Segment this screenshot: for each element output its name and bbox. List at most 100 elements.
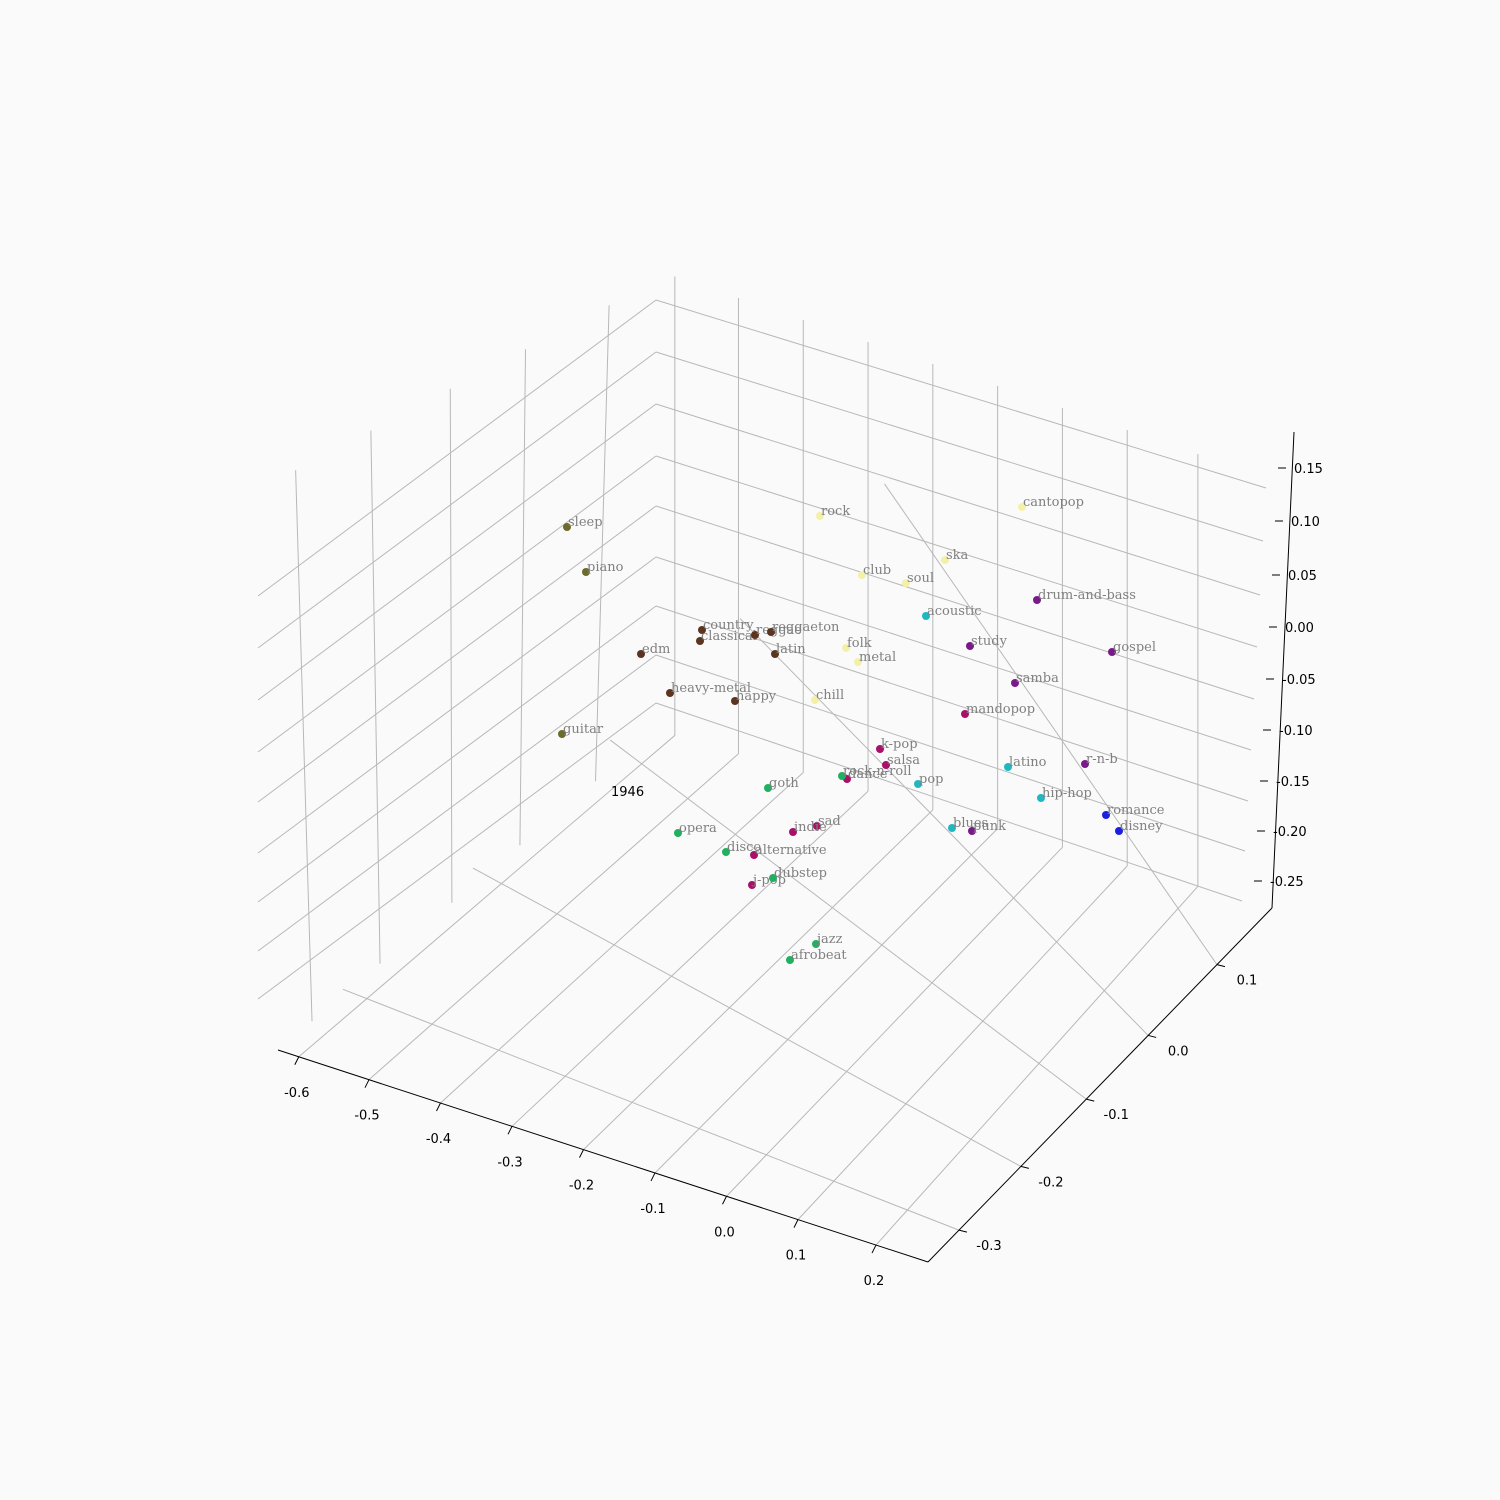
point-label: j-pop bbox=[751, 873, 786, 888]
x-gridline bbox=[875, 886, 1199, 1246]
y-tick-mark bbox=[1086, 1098, 1095, 1102]
point-marker bbox=[696, 637, 704, 645]
x-tick-mark bbox=[436, 1102, 441, 1112]
point-marker bbox=[811, 696, 819, 704]
data-point: sad bbox=[813, 814, 841, 830]
x-tick-label: 0.1 bbox=[786, 1249, 807, 1264]
data-point: disco bbox=[722, 840, 761, 856]
data-point: gospel bbox=[1108, 640, 1156, 656]
point-marker bbox=[902, 579, 910, 587]
y-gridline bbox=[472, 867, 1022, 1167]
point-label: alternative bbox=[755, 843, 827, 858]
y-wall-gridline bbox=[449, 388, 453, 903]
x-tick-label: -0.1 bbox=[640, 1202, 665, 1217]
data-point: heavy-metal bbox=[666, 681, 751, 697]
point-label: goth bbox=[769, 776, 799, 791]
y-tick-mark bbox=[1216, 964, 1226, 968]
data-point: country bbox=[698, 618, 754, 634]
point-marker bbox=[858, 571, 866, 579]
point-marker bbox=[666, 689, 674, 697]
y-wall-gridline bbox=[295, 470, 313, 1022]
point-label: dubstep bbox=[774, 866, 827, 881]
data-point: happy bbox=[731, 689, 777, 705]
y-gridline bbox=[342, 988, 960, 1231]
point-label: classical bbox=[701, 629, 757, 644]
z-tick-label: 0.15 bbox=[1294, 462, 1323, 477]
point-marker bbox=[748, 881, 756, 889]
point-marker bbox=[838, 772, 846, 780]
y-gridline bbox=[609, 739, 1087, 1100]
z-back-gridline bbox=[655, 702, 1243, 902]
point-marker bbox=[769, 874, 777, 882]
x-tick-mark bbox=[871, 1244, 877, 1254]
point-label: rock-n-roll bbox=[843, 764, 912, 779]
point-label: chill bbox=[816, 688, 844, 703]
point-label: mandopop bbox=[966, 702, 1035, 717]
point-marker bbox=[882, 761, 890, 769]
data-point: classical bbox=[696, 629, 757, 645]
point-marker bbox=[813, 822, 821, 830]
point-marker bbox=[764, 784, 772, 792]
point-label: jazz bbox=[815, 932, 843, 947]
point-label: samba bbox=[1016, 671, 1059, 686]
x-gridline bbox=[797, 865, 1128, 1220]
x-tick-label: -0.4 bbox=[426, 1132, 451, 1147]
data-point: rock-n-roll bbox=[838, 764, 912, 780]
data-point: cantopop bbox=[1018, 495, 1084, 511]
z-back-gridline bbox=[655, 556, 1252, 751]
data-point: opera bbox=[674, 821, 717, 837]
point-label: latin bbox=[776, 642, 806, 657]
data-point: folk bbox=[842, 636, 872, 652]
point-label: sleep bbox=[568, 515, 603, 530]
data-point: k-pop bbox=[876, 737, 918, 753]
z-back-gridline bbox=[655, 351, 1264, 542]
point-label: heavy-metal bbox=[671, 681, 751, 696]
data-point: goth bbox=[764, 776, 799, 792]
z-tick-label: -0.25 bbox=[1270, 875, 1304, 890]
data-point: r-n-b bbox=[1081, 752, 1118, 768]
z-back-gridline bbox=[655, 654, 1246, 852]
point-label: latino bbox=[1009, 755, 1047, 770]
point-marker bbox=[1037, 794, 1045, 802]
point-label: disco bbox=[727, 840, 761, 855]
x-tick-mark bbox=[650, 1172, 656, 1182]
point-marker bbox=[966, 642, 974, 650]
data-point: hip-hop bbox=[1037, 786, 1092, 802]
data-point: jazz bbox=[812, 932, 843, 948]
z-side-gridline bbox=[257, 556, 657, 854]
data-point: afrobeat bbox=[786, 948, 847, 964]
point-marker bbox=[751, 631, 759, 639]
point-label: afrobeat bbox=[791, 948, 847, 963]
x-tick-label: -0.3 bbox=[497, 1155, 522, 1170]
y-tick-mark bbox=[1020, 1165, 1030, 1169]
point-marker bbox=[922, 612, 930, 620]
x-gridline bbox=[440, 772, 804, 1104]
x-tick-mark bbox=[294, 1056, 300, 1066]
point-label: hip-hop bbox=[1042, 786, 1092, 801]
point-marker bbox=[1108, 648, 1116, 656]
data-point: guitar bbox=[558, 722, 604, 738]
point-label: piano bbox=[587, 560, 624, 575]
point-label: indie bbox=[794, 820, 827, 835]
data-point: salsa bbox=[882, 753, 920, 769]
point-marker bbox=[582, 568, 590, 576]
point-marker bbox=[948, 824, 956, 832]
y-gridline bbox=[739, 618, 1149, 1036]
annotation-text: 1946 bbox=[611, 785, 644, 800]
data-point: sleep bbox=[563, 515, 603, 531]
z-side-gridline bbox=[257, 351, 657, 649]
point-marker bbox=[812, 940, 820, 948]
data-point: reggaeton bbox=[767, 620, 840, 636]
data-point: study bbox=[966, 634, 1008, 650]
point-label: romance bbox=[1107, 803, 1165, 818]
z-tick-label: 0.05 bbox=[1288, 569, 1317, 584]
point-label: opera bbox=[679, 821, 717, 836]
point-label: study bbox=[971, 634, 1008, 649]
z-side-gridline bbox=[257, 455, 657, 753]
data-point: latin bbox=[771, 642, 806, 658]
x-gridline bbox=[368, 753, 739, 1081]
x-gridline bbox=[583, 809, 934, 1150]
point-label: acoustic bbox=[927, 604, 982, 619]
y-wall-gridline bbox=[595, 305, 610, 782]
point-label: country bbox=[703, 618, 754, 633]
